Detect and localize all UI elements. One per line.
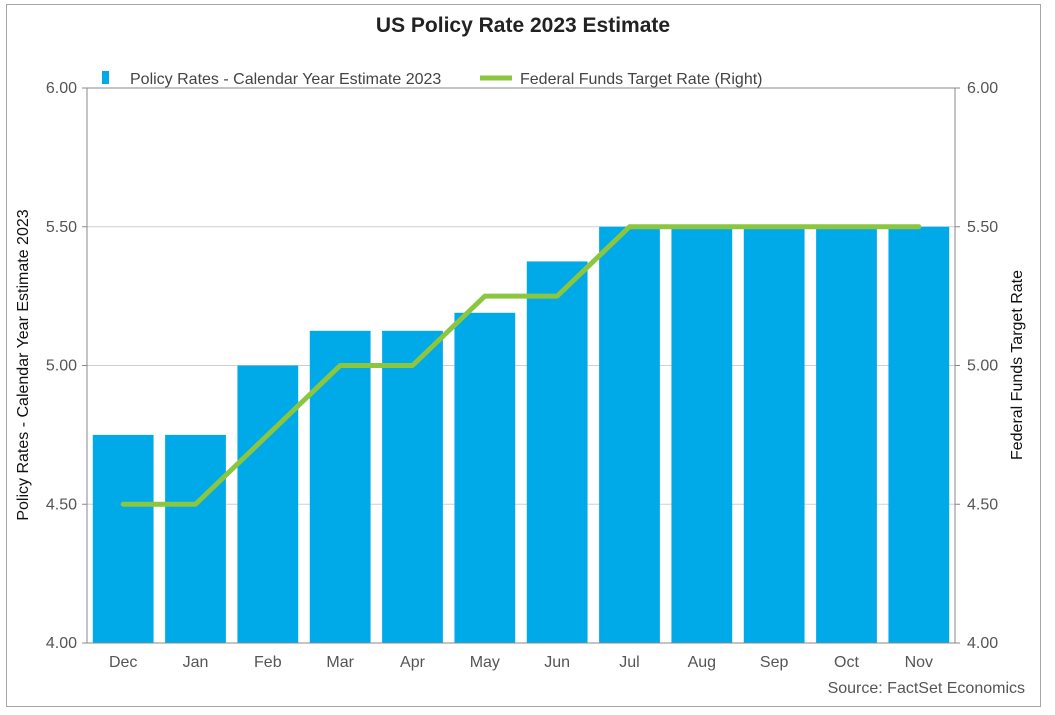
- y2-tick-label: 5.50: [967, 219, 998, 236]
- bars: [92, 226, 950, 643]
- y2-tick-label: 6.00: [967, 80, 998, 97]
- y2-axis-label: Federal Funds Target Rate: [1009, 270, 1026, 460]
- x-tick-label: Nov: [905, 654, 933, 671]
- y-axis-label: Policy Rates - Calendar Year Estimate 20…: [15, 209, 32, 520]
- bar: [92, 434, 154, 643]
- line-series: [120, 224, 922, 507]
- y2-tick-label: 4.50: [967, 496, 998, 513]
- right-tick-labels: 4.00 4.50 5.00 5.50 6.00: [955, 80, 998, 652]
- left-tick-labels: 4.00 4.50 5.00 5.50 6.00: [46, 80, 87, 652]
- x-tick-label: Jun: [544, 654, 570, 671]
- x-tick-label: Apr: [400, 654, 426, 671]
- y-tick-label: 5.50: [46, 219, 77, 236]
- x-tick-label: Jul: [619, 654, 639, 671]
- bar: [165, 434, 226, 643]
- bar: [237, 365, 299, 643]
- chart-title: US Policy Rate 2023 Estimate: [376, 14, 670, 37]
- legend-bar-swatch: [102, 71, 109, 84]
- source-note: Source: FactSet Economics: [828, 680, 1025, 697]
- x-tick-label: Oct: [834, 654, 859, 671]
- x-tick-label: Jan: [183, 654, 209, 671]
- legend: Policy Rates - Calendar Year Estimate 20…: [102, 71, 762, 88]
- x-tick-label: Aug: [688, 654, 716, 671]
- y-tick-label: 4.00: [46, 635, 77, 652]
- legend-bar-label: Policy Rates - Calendar Year Estimate 20…: [130, 71, 441, 88]
- bar: [816, 226, 877, 643]
- x-tick-label: May: [470, 654, 500, 671]
- bar: [454, 312, 516, 643]
- bar: [671, 226, 733, 643]
- y-tick-label: 5.00: [46, 358, 77, 375]
- bar: [599, 226, 660, 643]
- y2-tick-label: 4.00: [967, 635, 998, 652]
- y-tick-label: 4.50: [46, 496, 77, 513]
- x-tick-label: Sep: [760, 654, 789, 671]
- bar: [888, 226, 950, 643]
- x-tick-label: Feb: [254, 654, 282, 671]
- gridlines: [87, 87, 955, 505]
- x-tick-label: Mar: [326, 654, 354, 671]
- bar: [743, 226, 805, 643]
- line-series-path: [120, 224, 922, 507]
- bar: [309, 330, 371, 643]
- legend-line-label: Federal Funds Target Rate (Right): [520, 71, 762, 88]
- x-tick-labels: Dec Jan Feb Mar Apr May Jun Jul Aug Sep Oct Nov: [109, 654, 933, 671]
- y-tick-label: 6.00: [46, 80, 77, 97]
- y2-tick-label: 5.00: [967, 358, 998, 375]
- bar: [526, 261, 588, 643]
- x-tick-label: Dec: [109, 654, 137, 671]
- bar: [382, 330, 443, 643]
